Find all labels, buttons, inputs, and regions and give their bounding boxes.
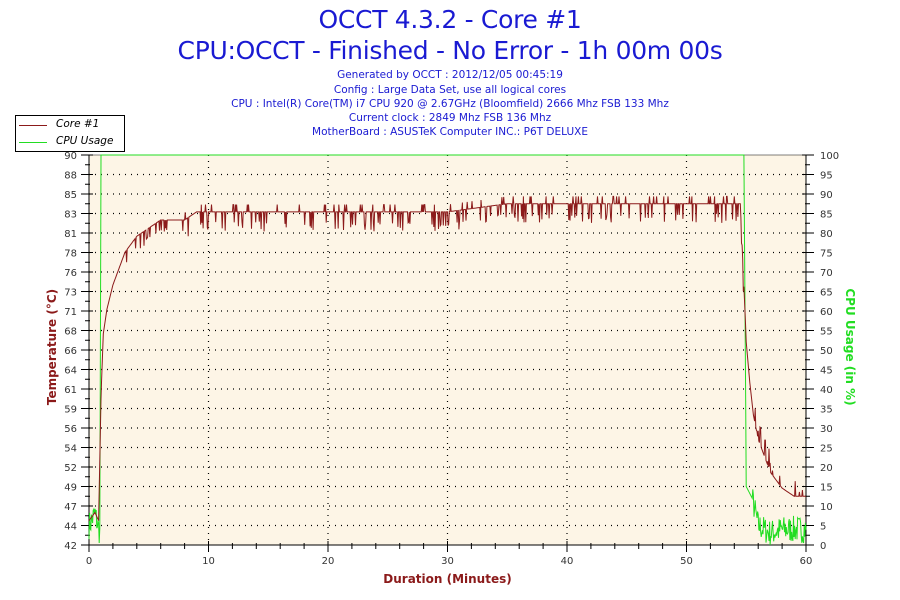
y-tick-label-right: 95 (820, 171, 833, 182)
info-clock: Current clock : 2849 Mhz FSB 136 Mhz (348, 112, 552, 124)
x-tick-label: 40 (561, 556, 574, 567)
y-tick-label-left: 42 (64, 541, 77, 552)
x-axis-label: Duration (Minutes) (383, 572, 512, 586)
x-tick-label: 60 (800, 556, 813, 567)
chart-title: OCCT 4.3.2 - Core #1 (318, 5, 582, 34)
info-generated: Generated by OCCT : 2012/12/05 00:45:19 (337, 69, 563, 81)
y-tick-label-right: 20 (820, 463, 833, 474)
y-tick-label-left: 47 (64, 502, 77, 513)
y-tick-label-right: 75 (820, 249, 833, 260)
y-tick-label-left: 68 (64, 327, 77, 338)
y-tick-label-right: 45 (820, 366, 833, 377)
x-tick-label: 10 (202, 556, 215, 567)
y-tick-label-left: 52 (64, 463, 77, 474)
y-tick-label-right: 85 (820, 210, 833, 221)
y-tick-label-right: 55 (820, 327, 833, 338)
legend-item-core1: Core #1 (16, 117, 124, 133)
y-tick-label-left: 90 (64, 151, 77, 162)
y-tick-label-right: 60 (820, 307, 833, 318)
series-cpu-usage (88, 154, 807, 546)
legend-label-core1: Core #1 (56, 118, 100, 130)
y-tick-label-left: 88 (64, 171, 77, 182)
y-tick-label-right: 80 (820, 229, 833, 240)
y-tick-label-right: 35 (820, 405, 833, 416)
y-tick-label-left: 78 (64, 249, 77, 260)
legend-item-cpu-usage: CPU Usage (16, 134, 124, 150)
y-tick-label-right: 100 (820, 151, 839, 162)
legend-swatch-cpu-usage (19, 142, 47, 143)
y-tick-label-left: 71 (64, 307, 77, 318)
info-config: Config : Large Data Set, use all logical… (333, 84, 567, 96)
y-axis-label-temperature: Temperature (°C) (45, 288, 59, 406)
y-tick-label-left: 83 (64, 210, 77, 221)
legend-swatch-core1 (19, 125, 47, 126)
y-tick-label-right: 15 (820, 483, 833, 494)
y-tick-label-left: 49 (64, 483, 77, 494)
y-tick-label-right: 25 (820, 444, 833, 455)
y-tick-label-left: 54 (64, 444, 77, 455)
y-tick-label-right: 40 (820, 385, 833, 396)
x-tick-label: 0 (86, 556, 92, 567)
y-tick-label-left: 64 (64, 366, 77, 377)
y-tick-label-left: 56 (64, 424, 77, 435)
y-tick-label-right: 65 (820, 288, 833, 299)
y-tick-label-right: 90 (820, 190, 833, 201)
y-tick-label-left: 81 (64, 229, 77, 240)
y-axis-label-cpu-usage: CPU Usage (in %) (843, 288, 857, 406)
y-tick-label-right: 70 (820, 268, 833, 279)
y-tick-label-left: 44 (64, 522, 77, 533)
legend: Core #1 CPU Usage (15, 115, 125, 152)
y-tick-label-left: 66 (64, 346, 77, 357)
x-tick-label: 30 (441, 556, 454, 567)
y-tick-label-left: 61 (64, 385, 77, 396)
y-tick-label-right: 50 (820, 346, 833, 357)
info-motherboard: MotherBoard : ASUSTeK Computer INC.: P6T… (312, 126, 588, 138)
y-tick-label-left: 73 (64, 288, 77, 299)
legend-label-cpu-usage: CPU Usage (56, 135, 114, 147)
y-tick-label-left: 76 (64, 268, 77, 279)
y-tick-label-left: 85 (64, 190, 77, 201)
y-tick-label-right: 0 (820, 541, 826, 552)
y-tick-label-right: 30 (820, 424, 833, 435)
series-core1-temperature (88, 195, 806, 521)
y-tick-label-right: 5 (820, 522, 826, 533)
x-tick-label: 50 (680, 556, 693, 567)
chart-subtitle: CPU:OCCT - Finished - No Error - 1h 00m … (177, 36, 723, 65)
info-cpu: CPU : Intel(R) Core(TM) i7 CPU 920 @ 2.6… (231, 98, 669, 110)
y-tick-label-right: 10 (820, 502, 833, 513)
x-tick-label: 20 (322, 556, 335, 567)
y-tick-label-left: 59 (64, 405, 77, 416)
